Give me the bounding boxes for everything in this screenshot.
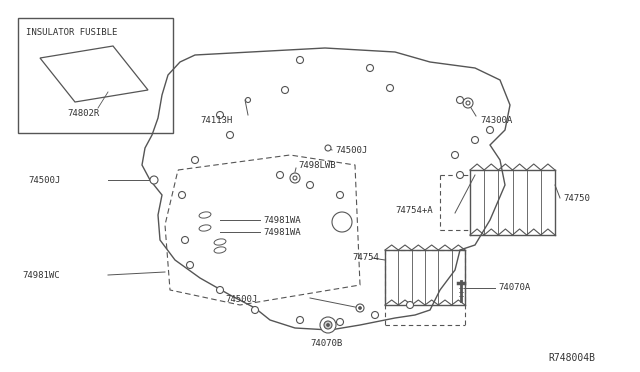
Circle shape	[186, 262, 193, 269]
Circle shape	[191, 157, 198, 164]
Circle shape	[282, 87, 289, 93]
Circle shape	[296, 317, 303, 324]
Text: 74981WA: 74981WA	[263, 228, 301, 237]
Circle shape	[356, 304, 364, 312]
Circle shape	[456, 96, 463, 103]
Text: 74750: 74750	[563, 193, 590, 202]
Circle shape	[307, 182, 314, 189]
Circle shape	[472, 137, 479, 144]
Circle shape	[296, 57, 303, 64]
Text: 74754: 74754	[352, 253, 379, 263]
Text: 74500J: 74500J	[225, 295, 257, 305]
Circle shape	[320, 317, 336, 333]
Circle shape	[456, 171, 463, 179]
Circle shape	[325, 145, 331, 151]
Text: 74981WC: 74981WC	[22, 270, 60, 279]
Text: 7498LWB: 7498LWB	[298, 160, 335, 170]
Text: 74802R: 74802R	[67, 109, 99, 118]
Text: 74113H: 74113H	[200, 115, 232, 125]
Circle shape	[182, 237, 189, 244]
Circle shape	[179, 192, 186, 199]
Circle shape	[216, 112, 223, 119]
Circle shape	[451, 151, 458, 158]
Circle shape	[216, 286, 223, 294]
Text: R748004B: R748004B	[548, 353, 595, 363]
Text: 74500J: 74500J	[28, 176, 60, 185]
Circle shape	[387, 84, 394, 92]
Circle shape	[293, 176, 297, 180]
Circle shape	[337, 318, 344, 326]
Circle shape	[371, 311, 378, 318]
Circle shape	[326, 324, 330, 327]
Text: 74754+A: 74754+A	[395, 205, 433, 215]
Circle shape	[367, 64, 374, 71]
Circle shape	[324, 321, 332, 329]
Circle shape	[337, 192, 344, 199]
Circle shape	[290, 173, 300, 183]
Circle shape	[332, 212, 352, 232]
Text: 74070A: 74070A	[498, 283, 531, 292]
Circle shape	[276, 171, 284, 179]
Circle shape	[252, 307, 259, 314]
Circle shape	[466, 101, 470, 105]
Circle shape	[463, 98, 473, 108]
Text: 74500J: 74500J	[335, 145, 367, 154]
Circle shape	[246, 97, 250, 103]
Bar	[18, 18, 173, 133]
Circle shape	[227, 131, 234, 138]
Circle shape	[486, 126, 493, 134]
Circle shape	[358, 307, 362, 310]
Circle shape	[406, 301, 413, 308]
Text: INSULATOR FUSIBLE: INSULATOR FUSIBLE	[26, 28, 117, 36]
Circle shape	[150, 176, 158, 184]
Text: 74070B: 74070B	[310, 339, 342, 347]
Text: 74981WA: 74981WA	[263, 215, 301, 224]
Text: 74300A: 74300A	[480, 115, 512, 125]
